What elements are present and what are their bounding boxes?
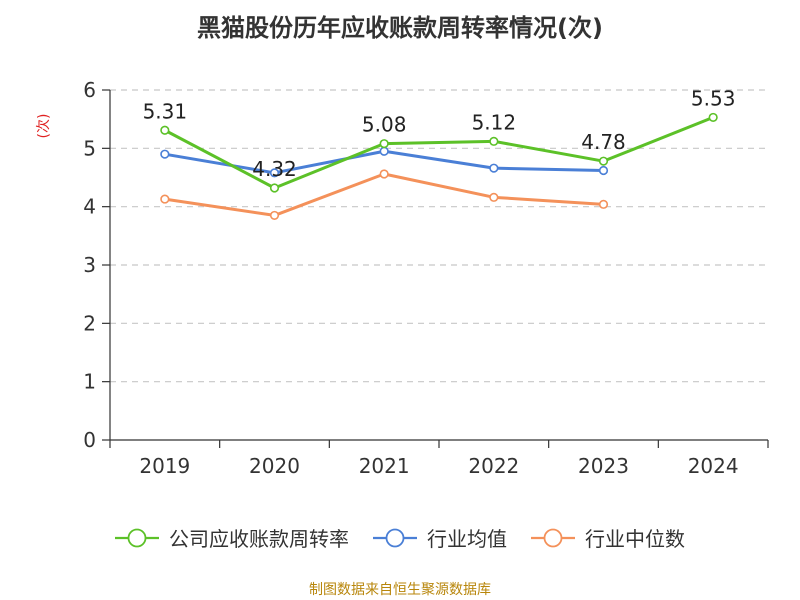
data-label: 5.12: [472, 110, 517, 134]
legend-label: 行业均值: [427, 527, 507, 551]
data-point: [489, 163, 499, 173]
data-point: [379, 146, 389, 156]
series-lines: [160, 112, 718, 221]
series-2: [160, 169, 609, 221]
y-tick-label: 1: [83, 370, 96, 394]
data-point: [269, 168, 280, 178]
y-tick-label: 4: [83, 195, 96, 219]
data-labels: 5.31 4.32 5.08 5.12 4.78 5.53: [143, 86, 736, 181]
legend-item[interactable]: 行业均值: [373, 527, 507, 551]
source-note: 制图数据来自恒生聚源数据库: [309, 582, 491, 598]
legend-label: 公司应收账款周转率: [169, 527, 349, 551]
data-label: 5.31: [143, 99, 188, 123]
x-tick-label: 2022: [468, 454, 519, 478]
data-label: 4.32: [252, 157, 297, 181]
data-point: [708, 112, 718, 123]
legend-item[interactable]: 行业中位数: [531, 527, 685, 551]
data-point: [489, 136, 499, 146]
data-label: 5.08: [362, 113, 407, 137]
series-0: [160, 112, 718, 193]
data-point: [160, 194, 170, 204]
chart-title: 黑猫股份历年应收账款周转率情况(次): [197, 14, 603, 42]
data-point: [379, 169, 389, 179]
data-label: 4.78: [581, 130, 626, 154]
y-tick-label: 5: [83, 136, 96, 160]
legend-marker: [385, 528, 405, 548]
data-point: [269, 183, 280, 193]
x-tick-label: 2021: [359, 454, 410, 478]
data-point: [598, 156, 609, 166]
data-point: [379, 139, 389, 149]
series-line: [164, 172, 604, 217]
y-tick-label: 6: [83, 78, 96, 102]
x-tick-label: 2024: [688, 454, 739, 478]
data-point: [598, 199, 609, 209]
series-line: [164, 116, 714, 190]
y-tick-label: 2: [83, 311, 96, 335]
legend-item[interactable]: 公司应收账款周转率: [115, 527, 349, 551]
axes: 0 1 2 3 4 5 6 2019 2020 2021 2022 2023 2024: [83, 78, 769, 478]
legend-marker: [127, 528, 147, 548]
x-tick-label: 2023: [578, 454, 629, 478]
y-tick-label: 0: [83, 428, 96, 452]
x-tick-label: 2020: [249, 454, 300, 478]
legend-marker: [543, 528, 563, 548]
x-tick-label: 2019: [139, 454, 190, 478]
legend-label: 行业中位数: [585, 527, 685, 551]
data-point: [160, 149, 170, 159]
data-point: [598, 165, 609, 176]
legend[interactable]: 公司应收账款周转率 行业均值 行业中位数: [115, 527, 685, 551]
y-axis-label: (次): [36, 114, 52, 139]
y-tick-label: 3: [83, 253, 96, 277]
data-label: 5.53: [691, 86, 736, 110]
data-point: [269, 210, 280, 221]
data-point: [160, 125, 170, 135]
series-1: [160, 146, 609, 178]
data-point: [489, 192, 499, 202]
